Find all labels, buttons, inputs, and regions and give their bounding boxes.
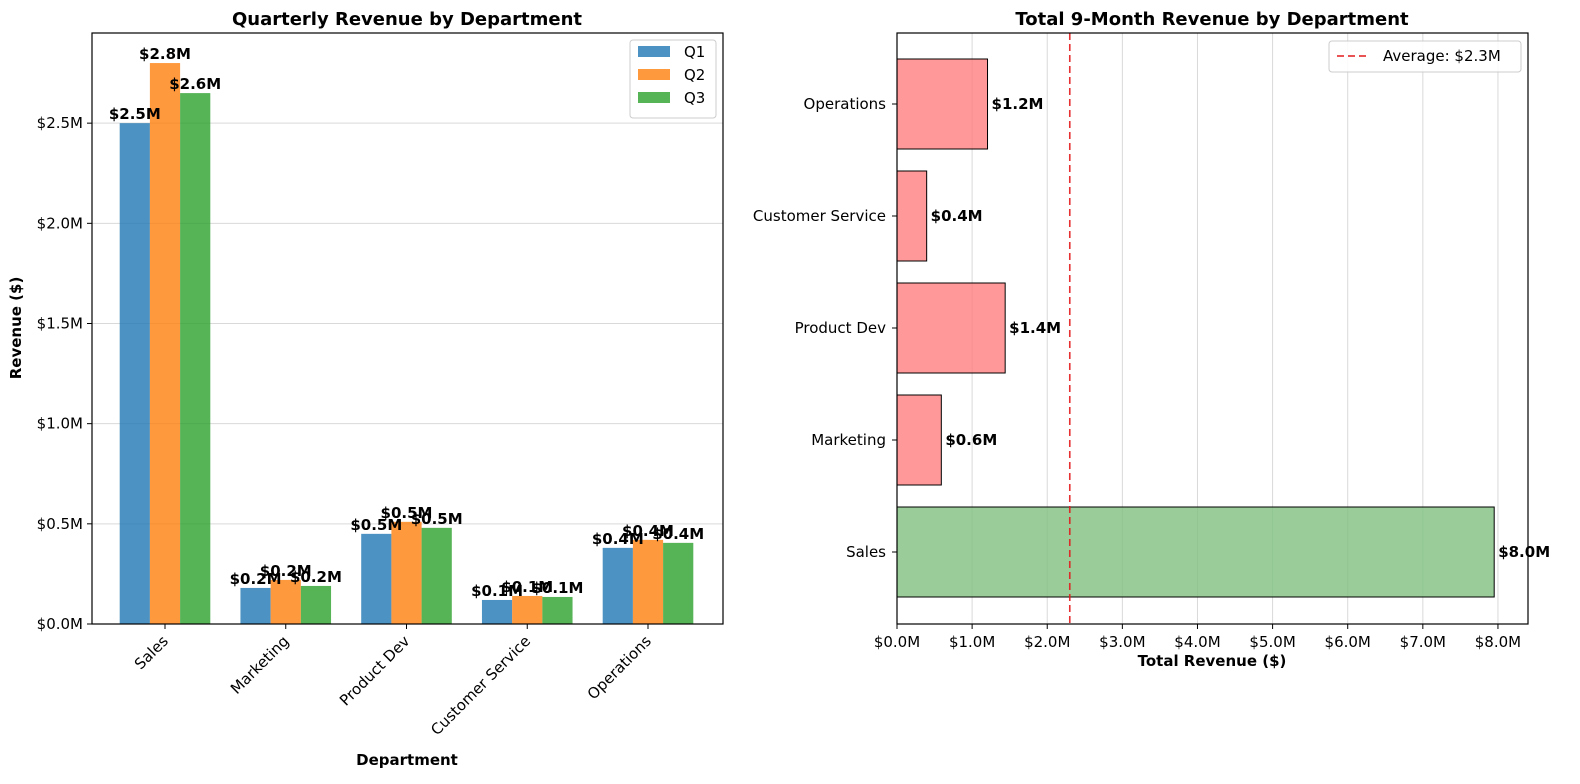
bar-q1-operations xyxy=(602,547,633,624)
x-tick-customer-service: Customer Service xyxy=(427,632,534,739)
left-y-tick-label: $1.5M xyxy=(37,314,83,332)
bar-total-operations xyxy=(896,58,989,150)
data-label-q1-product-dev: $0.5M xyxy=(350,516,402,534)
data-label-q2-product-dev: $0.5M xyxy=(381,504,433,522)
x-tick-product-dev: Product Dev xyxy=(336,632,413,709)
left-y-ticks: $0.0M $0.5M $1.0M $1.5M $2.0M $2.5M xyxy=(37,114,92,633)
data-label-q3-customer-service: $0.1M xyxy=(531,579,583,597)
right-x-axis-label: Total Revenue ($) xyxy=(1138,652,1287,670)
data-label-q3-marketing: $0.2M xyxy=(290,568,342,586)
y-tick-operations: Operations xyxy=(804,95,887,113)
right-x-tick-label: $1.0M xyxy=(949,633,995,651)
bar-q3-customer-service xyxy=(542,596,573,624)
right-bars xyxy=(896,58,1495,598)
y-tick-product-dev: Product Dev xyxy=(795,319,887,337)
data-label-q2-sales: $2.8M xyxy=(139,45,191,63)
right-x-tick-label: $0.0M xyxy=(874,633,920,651)
left-y-tick-label: $2.5M xyxy=(37,114,83,132)
left-y-tick-label: $0.5M xyxy=(37,515,83,533)
right-x-ticks: $0.0M $1.0M $2.0M $3.0M $4.0M $5.0M $6.0M $7.0M… xyxy=(874,624,1521,651)
right-x-tick-label: $6.0M xyxy=(1325,633,1371,651)
left-bars xyxy=(119,63,694,625)
legend-label-q3: Q3 xyxy=(684,89,705,107)
data-label-total-marketing: $0.6M xyxy=(945,431,997,449)
bar-q2-marketing xyxy=(270,579,301,624)
y-tick-sales: Sales xyxy=(846,543,886,561)
right-y-ticks: Sales Marketing Product Dev Customer Servic… xyxy=(753,95,897,561)
data-label-q3-operations: $0.4M xyxy=(652,525,704,543)
bar-q1-marketing xyxy=(240,587,271,624)
x-tick-marketing: Marketing xyxy=(227,632,293,698)
legend-swatch-q3 xyxy=(638,92,670,103)
quarterly-revenue-chart: Quarterly Revenue by Department $2.5M$0.… xyxy=(7,9,724,769)
bar-total-marketing xyxy=(896,394,942,486)
data-label-total-operations: $1.2M xyxy=(992,95,1044,113)
bar-q1-customer-service xyxy=(481,599,513,624)
bar-q3-sales xyxy=(180,93,211,625)
data-label-q2-customer-service: $0.1M xyxy=(501,578,553,596)
left-x-ticks: Sales Marketing Product Dev Customer Servic… xyxy=(131,624,655,739)
bar-q2-customer-service xyxy=(512,595,543,624)
bar-q2-product-dev xyxy=(391,521,422,624)
legend-label-q1: Q1 xyxy=(684,43,705,61)
left-data-labels: $2.5M $0.2M $0.5M $0.1M $0.4M $2.8M $0.2M $0.5M… xyxy=(109,45,704,600)
bar-q3-product-dev xyxy=(421,527,452,624)
right-legend-box xyxy=(1328,40,1522,73)
legend-average-label: Average: $2.3M xyxy=(1383,47,1501,65)
left-x-axis-label: Department xyxy=(356,751,458,769)
right-x-tick-label: $7.0M xyxy=(1400,633,1446,651)
right-x-tick-label: $5.0M xyxy=(1249,633,1295,651)
total-revenue-chart: Total 9-Month Revenue by Department $8.0… xyxy=(753,9,1550,670)
left-plot-frame xyxy=(91,32,724,625)
left-y-tick-label: $0.0M xyxy=(37,615,83,633)
data-label-q3-product-dev: $0.5M xyxy=(411,510,463,528)
bar-total-customer-service xyxy=(896,170,928,262)
bar-q1-sales xyxy=(119,123,150,625)
data-label-q2-marketing: $0.2M xyxy=(260,562,312,580)
left-y-axis-label: Revenue ($) xyxy=(7,277,25,380)
bar-q1-product-dev xyxy=(361,533,392,624)
left-chart-title: Quarterly Revenue by Department xyxy=(232,9,582,30)
data-label-q1-marketing: $0.2M xyxy=(230,570,282,588)
left-y-tick-label: $1.0M xyxy=(37,415,83,433)
bar-q3-marketing xyxy=(300,585,332,624)
right-data-labels: $8.0M $0.6M $1.4M $0.4M $1.2M xyxy=(931,95,1550,561)
left-y-tick-label: $2.0M xyxy=(37,214,83,232)
x-tick-sales: Sales xyxy=(131,632,172,673)
x-tick-operations: Operations xyxy=(584,632,655,703)
bar-total-sales xyxy=(896,506,1495,598)
data-label-q1-operations: $0.4M xyxy=(592,530,644,548)
y-tick-marketing: Marketing xyxy=(811,431,886,449)
bar-total-product-dev xyxy=(896,282,1006,374)
right-legend: Average: $2.3M xyxy=(1328,40,1522,73)
legend-swatch-q2 xyxy=(638,69,670,80)
data-label-q1-customer-service: $0.1M xyxy=(471,582,523,600)
y-tick-customer-service: Customer Service xyxy=(753,207,886,225)
legend-swatch-q1 xyxy=(638,46,670,57)
data-label-total-product-dev: $1.4M xyxy=(1009,319,1061,337)
data-label-total-customer-service: $0.4M xyxy=(931,207,983,225)
right-x-tick-label: $4.0M xyxy=(1174,633,1220,651)
bar-q2-sales xyxy=(149,63,181,625)
data-label-q1-sales: $2.5M xyxy=(109,105,161,123)
right-x-tick-label: $2.0M xyxy=(1024,633,1070,651)
data-label-total-sales: $8.0M xyxy=(1498,543,1550,561)
data-label-q2-operations: $0.4M xyxy=(622,522,674,540)
legend-label-q2: Q2 xyxy=(684,66,705,84)
right-chart-title: Total 9-Month Revenue by Department xyxy=(1015,9,1409,30)
data-label-q3-sales: $2.6M xyxy=(169,75,221,93)
bar-q2-operations xyxy=(632,539,664,624)
bar-q3-operations xyxy=(663,542,694,624)
right-x-tick-label: $8.0M xyxy=(1475,633,1521,651)
left-legend: Q1 Q2 Q3 xyxy=(629,39,717,119)
right-x-tick-label: $3.0M xyxy=(1099,633,1145,651)
